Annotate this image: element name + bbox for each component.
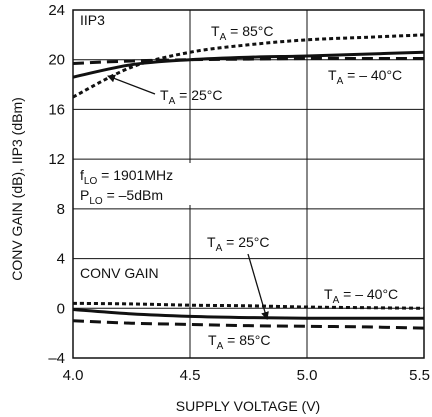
iip3-title-bg	[74, 11, 114, 31]
cg-m40-label: TA = – 40°C	[324, 286, 398, 306]
x-axis-title: SUPPLY VOLTAGE (V)	[176, 398, 320, 414]
y-tick-label: 4	[57, 251, 65, 268]
y-tick-label: –4	[48, 350, 65, 367]
iip3-25-label: TA = 25°C	[160, 87, 222, 107]
x-tick-label: 5.5	[409, 367, 430, 384]
plot-frame	[72, 9, 425, 359]
y-tick-label: 12	[48, 151, 65, 168]
y-tick-label: 16	[48, 101, 65, 118]
cg-25-arrow	[247, 253, 269, 320]
y-tick-label: 8	[57, 201, 65, 218]
grid	[72, 9, 425, 359]
cg-85-label: TA = 85°C	[208, 332, 270, 352]
iip3-m40-label: TA = – 40°C	[328, 67, 402, 87]
x-tick-label: 4.0	[63, 367, 84, 384]
flo-label: fLO = 1901MHz	[80, 167, 173, 187]
plo-label: PLO = –5dBm	[80, 187, 163, 207]
series-line-4	[72, 308, 424, 320]
series-line-2	[72, 56, 424, 65]
iip3-25-arrow	[107, 74, 156, 95]
series-line-0	[72, 33, 425, 99]
y-tick-label: 0	[57, 300, 65, 317]
series-lines	[72, 33, 425, 330]
y-tick-labels: –4 0 4 8 12 16 20 24	[48, 2, 65, 367]
cg-25-label: TA = 25°C	[207, 234, 269, 254]
series-line-3	[72, 301, 425, 310]
y-tick-label: 20	[48, 52, 65, 69]
x-tick-label: 4.5	[180, 367, 201, 384]
conv-gain-title: CONV GAIN	[80, 265, 159, 281]
conv-gain-title-bg	[74, 262, 164, 284]
iip3-85-label: TA = 85°C	[211, 23, 273, 43]
conditions-bg	[74, 163, 234, 205]
x-tick-label: 5.0	[297, 367, 318, 384]
y-tick-label: 24	[48, 2, 65, 19]
series-line-1	[72, 50, 425, 79]
x-tick-labels: 4.0 4.5 5.0 5.5	[63, 367, 430, 384]
y-axis-title: CONV GAIN (dB), IIP3 (dBm)	[9, 97, 25, 281]
iip3-title: IIP3	[80, 12, 105, 28]
series-line-5	[72, 319, 425, 330]
